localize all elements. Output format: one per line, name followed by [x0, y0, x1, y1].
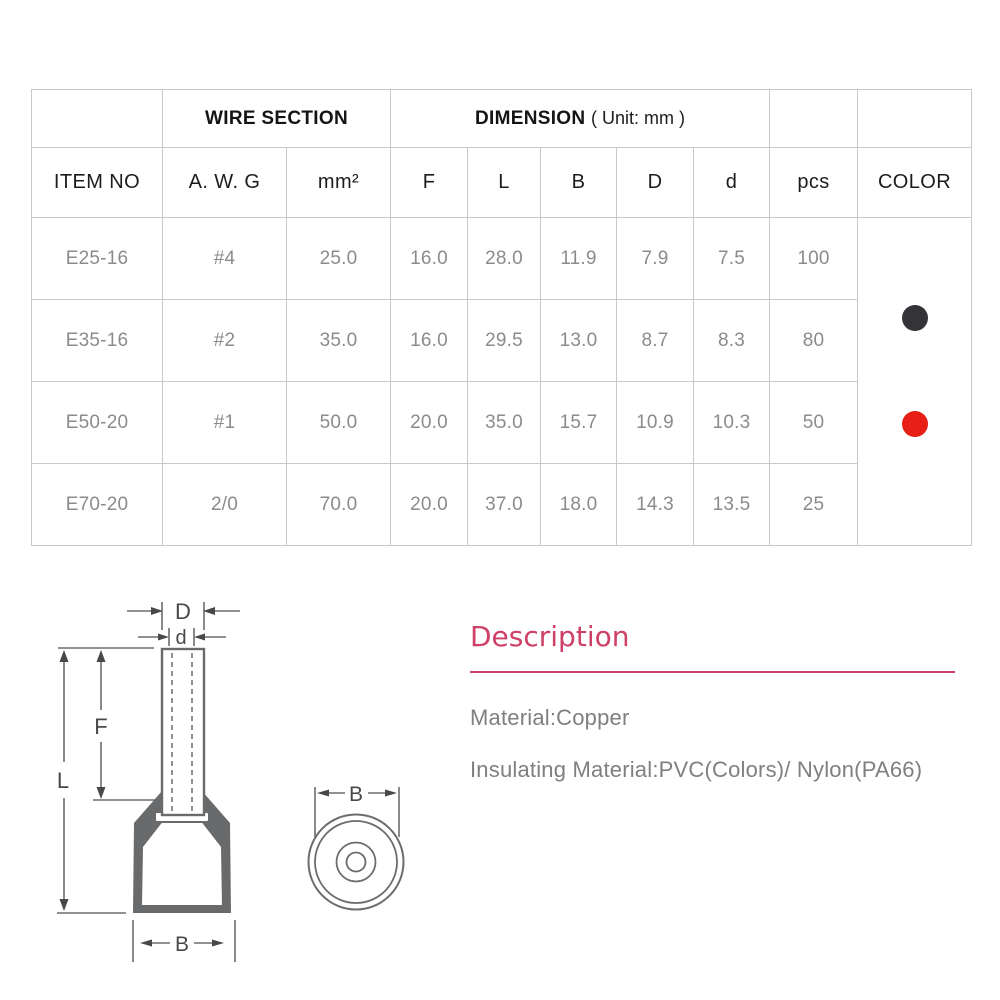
cell-mm2: 70.0 [286, 463, 391, 546]
empty-cell [31, 89, 163, 148]
dimension-L [57, 650, 126, 914]
dimension-label: DIMENSION [475, 107, 586, 129]
dimension-unit-label: ( Unit: mm ) [590, 107, 685, 128]
cell-mm2: 25.0 [286, 217, 391, 300]
cell-d-upper: 10.9 [616, 381, 694, 464]
cell-item-no: E50-20 [31, 381, 163, 464]
cell-l: 28.0 [467, 217, 541, 300]
insulation-sleeve-interior [142, 820, 222, 905]
empty-cell [769, 89, 858, 148]
cell-awg: 2/0 [162, 463, 287, 546]
spec-table: WIRE SECTION DIMENSION ( Unit: mm ) ITEM… [31, 89, 972, 546]
wire-section-header: WIRE SECTION [162, 89, 391, 148]
description-title: Description [470, 620, 630, 653]
dim-label-D: D [175, 599, 191, 624]
col-header-color: COLOR [857, 147, 972, 218]
ferrule-side-view [133, 647, 231, 913]
cell-d-lower: 13.5 [693, 463, 770, 546]
description-section: Description Material:Copper Insulating M… [470, 620, 970, 809]
cell-awg: #4 [162, 217, 287, 300]
cell-pcs: 100 [769, 217, 858, 300]
dim-label-B-top: B [349, 783, 363, 806]
dim-label-d: d [175, 627, 186, 649]
cell-d-lower: 10.3 [693, 381, 770, 464]
col-header-awg: A. W. G [162, 147, 287, 218]
ferrule-end-view [307, 813, 405, 911]
end-view-bore-circle [345, 851, 367, 873]
cell-d-lower: 7.5 [693, 217, 770, 300]
dimension-d [138, 628, 226, 646]
description-divider [470, 671, 955, 673]
col-header-mm2: mm² [286, 147, 391, 218]
table-row: E35-16 #2 35.0 16.0 29.5 13.0 8.7 8.3 80 [31, 299, 972, 382]
cell-awg: #1 [162, 381, 287, 464]
table-row: E70-20 2/0 70.0 20.0 37.0 18.0 14.3 13.5… [31, 463, 972, 546]
cell-f: 20.0 [390, 463, 468, 546]
cell-d-upper: 7.9 [616, 217, 694, 300]
dim-label-B-side: B [175, 933, 189, 956]
cell-mm2: 35.0 [286, 299, 391, 382]
cell-f: 16.0 [390, 299, 468, 382]
table-column-header-row: ITEM NO A. W. G mm² F L B D d pcs COLOR [31, 147, 972, 218]
dimension-B-side [132, 920, 236, 962]
cell-pcs: 50 [769, 381, 858, 464]
col-header-item-no: ITEM NO [31, 147, 163, 218]
cell-f: 16.0 [390, 217, 468, 300]
cell-item-no: E25-16 [31, 217, 163, 300]
empty-cell [857, 89, 972, 148]
cell-l: 29.5 [467, 299, 541, 382]
col-header-d-upper: D [616, 147, 694, 218]
dim-label-F: F [94, 714, 107, 739]
col-header-d-lower: d [693, 147, 770, 218]
col-header-f: F [390, 147, 468, 218]
cell-item-no: E35-16 [31, 299, 163, 382]
cell-l: 37.0 [467, 463, 541, 546]
end-view-outer-circle [307, 813, 405, 911]
col-header-pcs: pcs [769, 147, 858, 218]
cell-item-no: E70-20 [31, 463, 163, 546]
insulating-material-line: Insulating Material:PVC(Colors)/ Nylon(P… [470, 757, 923, 782]
end-view-sleeve-circle [314, 820, 398, 904]
cell-d-upper: 8.7 [616, 299, 694, 382]
col-header-l: L [467, 147, 541, 218]
cell-f: 20.0 [390, 381, 468, 464]
table-group-header-row: WIRE SECTION DIMENSION ( Unit: mm ) [31, 89, 972, 148]
color-swatch-cell [857, 217, 972, 546]
cell-d-upper: 14.3 [616, 463, 694, 546]
end-view-tube-circle [335, 841, 377, 883]
cell-b: 13.0 [540, 299, 617, 382]
cell-pcs: 80 [769, 299, 858, 382]
cell-l: 35.0 [467, 381, 541, 464]
cell-pcs: 25 [769, 463, 858, 546]
cell-mm2: 50.0 [286, 381, 391, 464]
dimension-header: DIMENSION ( Unit: mm ) [390, 89, 770, 148]
material-line: Material:Copper [470, 705, 630, 730]
table-row: E50-20 #1 50.0 20.0 35.0 15.7 10.9 10.3 … [31, 381, 972, 464]
ferrule-dimension-diagram: D d F L [57, 599, 405, 962]
dimension-F [93, 650, 155, 801]
dim-label-L: L [57, 768, 69, 793]
table-row: E25-16 #4 25.0 16.0 28.0 11.9 7.9 7.5 10… [31, 217, 972, 546]
cell-awg: #2 [162, 299, 287, 382]
wire-section-label: WIRE SECTION [205, 107, 348, 129]
cell-d-lower: 8.3 [693, 299, 770, 382]
cell-b: 15.7 [540, 381, 617, 464]
dimension-D [127, 602, 240, 630]
metal-tube [160, 647, 206, 817]
col-header-b: B [540, 147, 617, 218]
color-dot-black [902, 305, 928, 331]
dimension-B-top [314, 787, 400, 837]
cell-b: 18.0 [540, 463, 617, 546]
cell-b: 11.9 [540, 217, 617, 300]
color-dot-red [902, 411, 928, 437]
